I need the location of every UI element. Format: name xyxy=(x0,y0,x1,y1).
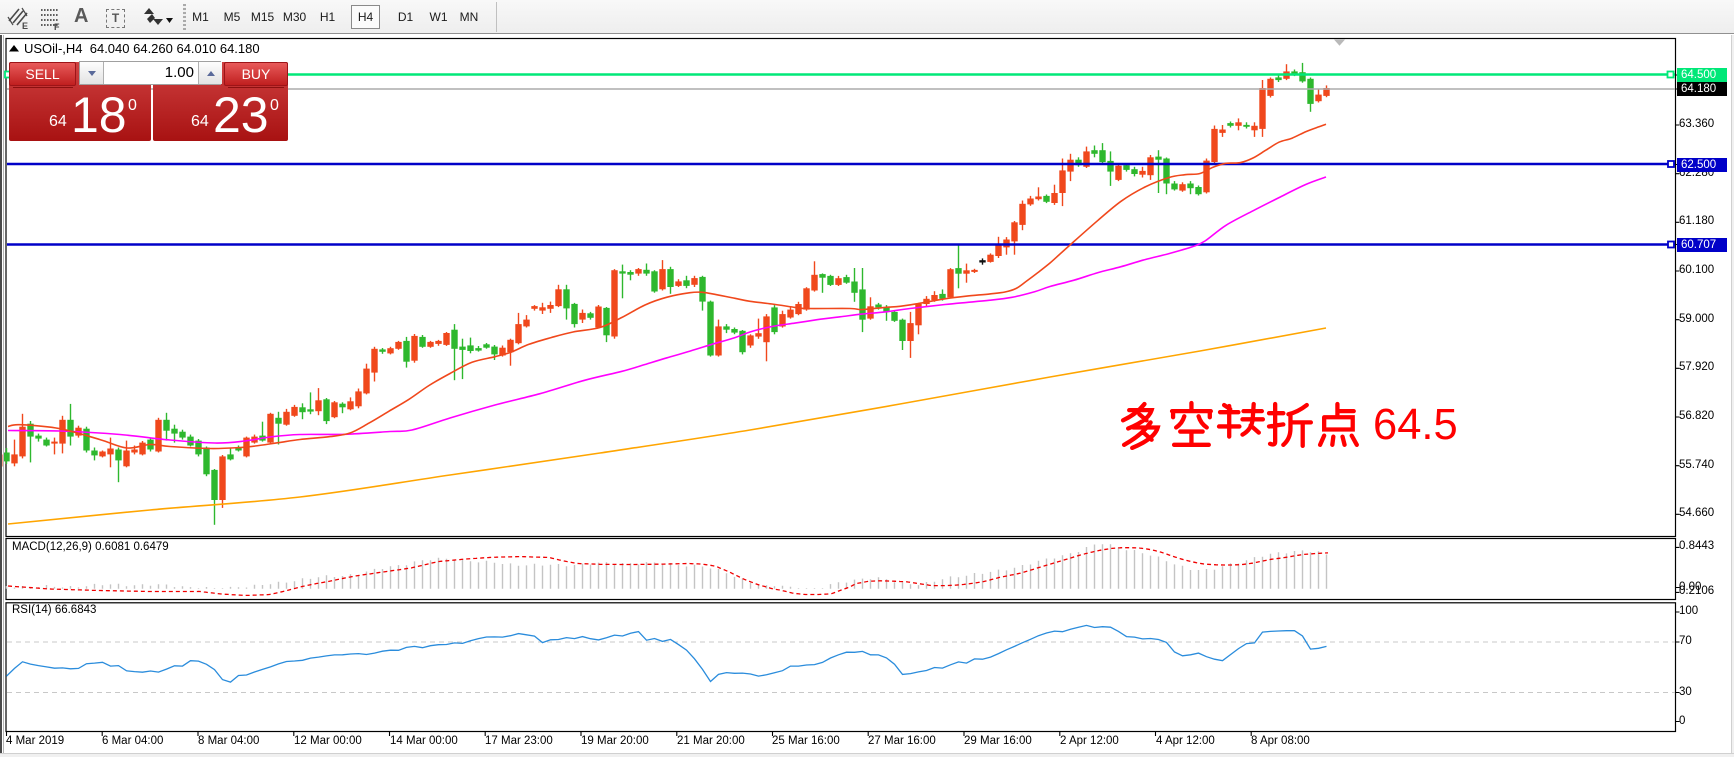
svg-text:F: F xyxy=(54,22,60,31)
svg-text:E: E xyxy=(22,21,28,31)
